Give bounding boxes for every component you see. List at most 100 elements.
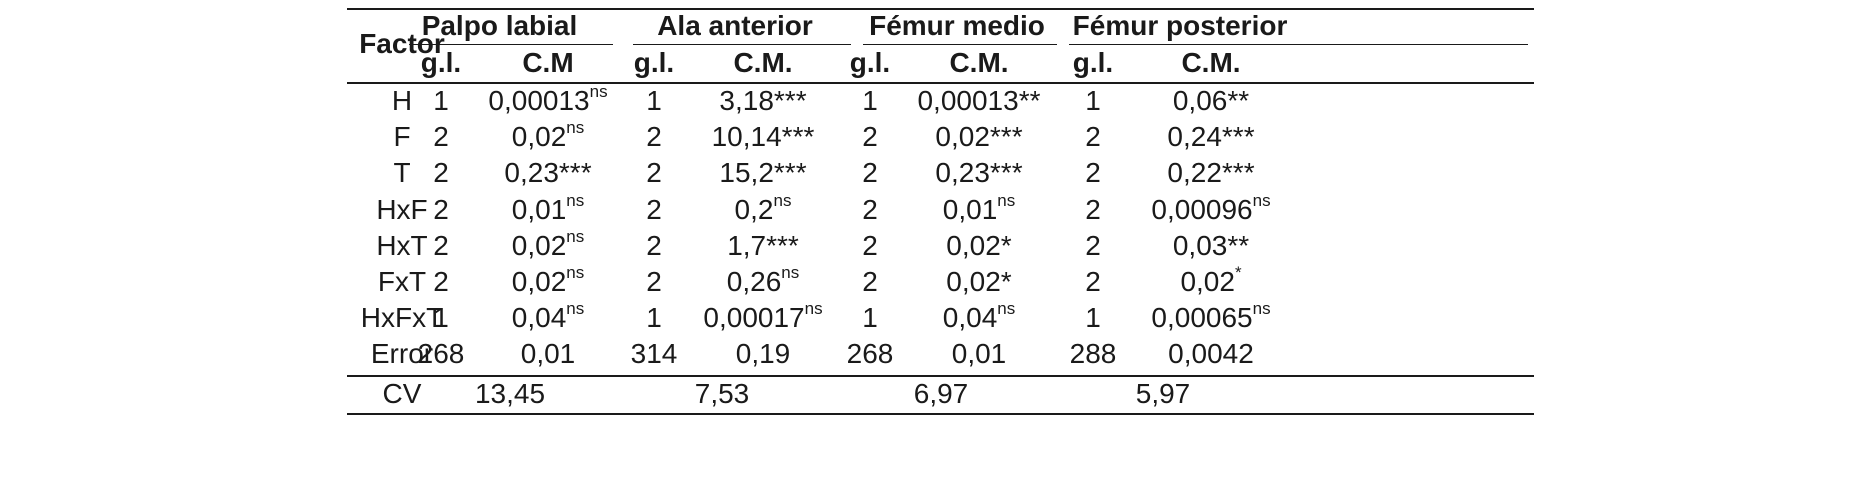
cm-cell: 0,00013** bbox=[894, 83, 1064, 119]
group-header: Fémur posterior bbox=[1070, 8, 1290, 44]
cm-cell-text: 0,00013 bbox=[488, 85, 590, 117]
cm-cell: 0,02 ns bbox=[463, 227, 633, 264]
cm-cell: 0,02*** bbox=[894, 119, 1064, 155]
factor-cell: T bbox=[347, 155, 457, 191]
factor-cell: Error bbox=[347, 336, 457, 372]
gl-cell: 2 bbox=[830, 119, 910, 155]
cm-cell: 0,02 ns bbox=[463, 118, 633, 155]
significance-mark: ns bbox=[566, 263, 585, 283]
cm-cell: 0,00065 ns bbox=[1126, 299, 1296, 336]
group-header-text: Ala anterior bbox=[657, 10, 813, 41]
cm-cell-text: 0,02 bbox=[511, 121, 567, 153]
gl-cell-text: 2 bbox=[646, 157, 662, 189]
header-rule bbox=[347, 82, 1534, 84]
cv-rule bbox=[347, 374, 1534, 377]
cm-cell: 0,04 ns bbox=[463, 299, 633, 336]
gl-cell: 1 bbox=[614, 300, 694, 336]
gl-cell: 2 bbox=[1053, 228, 1133, 264]
factor-cell: FxT bbox=[347, 264, 457, 300]
table-row: T 2 0,23*** 2 15,2*** 2 0,23*** 2 0,22*** bbox=[347, 155, 1534, 191]
gl-cell: 2 bbox=[830, 264, 910, 300]
cm-cell: 15,2*** bbox=[678, 155, 848, 191]
factor-cell: HxT bbox=[347, 228, 457, 264]
table-row: HxT 2 0,02 ns 2 1,7*** 2 0,02* 2 0,03** bbox=[347, 227, 1534, 264]
gl-cell-text: 2 bbox=[433, 157, 449, 189]
cm-cell: 0,2 ns bbox=[678, 190, 848, 228]
cm-cell: 0,02* bbox=[894, 264, 1064, 300]
gl-cell-text: 2 bbox=[1085, 229, 1101, 261]
group-underline bbox=[409, 44, 613, 45]
cm-cell: 3,18*** bbox=[678, 83, 848, 119]
significance-mark: ns bbox=[773, 190, 792, 210]
significance-mark: ns bbox=[589, 82, 608, 102]
group-header: Fémur medio bbox=[847, 8, 1067, 44]
top-rule bbox=[347, 8, 1534, 10]
cm-cell-text: 0,2 bbox=[734, 193, 774, 225]
gl-cell: 2 bbox=[401, 119, 481, 155]
cm-cell-text: 0,23*** bbox=[935, 157, 1023, 189]
group-header: Ala anterior bbox=[625, 8, 845, 44]
table-row: HxF 2 0,01 ns 2 0,2 ns 2 0,01 ns 2 0,00096 ns bbox=[347, 190, 1534, 228]
factor-header: Factor bbox=[347, 8, 457, 80]
gl-cell: 1 bbox=[401, 300, 481, 336]
table-row: H 1 0,00013 ns 1 3,18*** 1 0,00013** 1 0,06** bbox=[347, 82, 1534, 119]
cm-cell-text: 0,04 bbox=[511, 302, 567, 334]
cm-cell-text: 0,22*** bbox=[1167, 157, 1255, 189]
gl-cell: 268 bbox=[401, 336, 481, 372]
factor-cell: F bbox=[347, 119, 457, 155]
gl-cell-text: 1 bbox=[646, 302, 662, 334]
group-header-text: Palpo labial bbox=[421, 10, 578, 41]
cm-cell-text: 0,02 bbox=[1180, 266, 1235, 298]
factor-cell-text: HxFxT bbox=[360, 302, 444, 334]
gl-cell: 2 bbox=[614, 192, 694, 228]
factor-cell-text: Error bbox=[370, 338, 434, 370]
gl-cell-text: 2 bbox=[433, 229, 449, 261]
gl-cell: 268 bbox=[830, 336, 910, 372]
gl-cell-text: 2 bbox=[646, 193, 662, 225]
cm-header: C.M. bbox=[1136, 44, 1286, 82]
cm-cell: 0,01 ns bbox=[463, 191, 633, 228]
gl-cell-text: 2 bbox=[862, 266, 878, 298]
header-sub-row: g.l. C.M g.l. C.M. g.l. C.M. g.l. C.M. bbox=[347, 44, 1534, 82]
gl-header-text: g.l. bbox=[420, 47, 462, 78]
group-header: Palpo labial bbox=[390, 8, 610, 44]
cm-header: C.M. bbox=[688, 44, 838, 82]
cm-cell: 1,7*** bbox=[678, 228, 848, 264]
gl-cell-text: 1 bbox=[862, 302, 878, 334]
cm-header-text: C.M. bbox=[949, 47, 1009, 78]
cm-cell: 0,01 ns bbox=[894, 191, 1064, 228]
cv-value: 7,53 bbox=[652, 376, 792, 412]
factor-cell: HxFxT bbox=[347, 300, 457, 336]
table-row: HxFxT 1 0,04 ns 1 0,00017 ns 1 0,04 ns 1 0,00065 ns bbox=[347, 299, 1534, 336]
cm-cell-text: 0,03** bbox=[1172, 229, 1250, 261]
cm-cell: 0,02 ns bbox=[463, 263, 633, 300]
gl-cell: 2 bbox=[1053, 192, 1133, 228]
factor-cell-text: HxF bbox=[376, 193, 428, 225]
gl-cell: 1 bbox=[830, 300, 910, 336]
cm-header-text: C.M. bbox=[1181, 47, 1241, 78]
gl-header-text: g.l. bbox=[1072, 47, 1114, 78]
cm-cell-text: 0,04 bbox=[942, 302, 998, 334]
gl-cell-text: 314 bbox=[630, 338, 678, 370]
factor-cell-text: HxT bbox=[376, 229, 428, 261]
gl-cell: 2 bbox=[830, 192, 910, 228]
cv-value-text: 7,53 bbox=[694, 377, 750, 409]
cm-cell: 10,14*** bbox=[678, 119, 848, 155]
gl-header: g.l. bbox=[830, 44, 910, 82]
group-underline bbox=[1069, 44, 1528, 45]
table-row: Error 268 0,01 314 0,19 268 0,01 288 0,0042 bbox=[347, 336, 1534, 372]
gl-cell: 314 bbox=[614, 336, 694, 372]
gl-cell-text: 2 bbox=[1085, 266, 1101, 298]
gl-cell-text: 1 bbox=[862, 85, 878, 117]
factor-cell: HxF bbox=[347, 192, 457, 228]
cm-cell-text: 0,00013** bbox=[917, 85, 1041, 117]
cm-cell-text: 0,02 bbox=[511, 266, 567, 298]
cm-cell-text: 1,7*** bbox=[727, 229, 799, 261]
cm-cell: 0,00013 ns bbox=[463, 82, 633, 119]
cv-value: 13,45 bbox=[440, 376, 580, 412]
cm-cell: 0,26 ns bbox=[678, 263, 848, 300]
significance-mark: ns bbox=[1252, 190, 1271, 210]
gl-cell: 288 bbox=[1053, 336, 1133, 372]
table-row: FxT 2 0,02 ns 2 0,26 ns 2 0,02* 2 0,02 * bbox=[347, 263, 1534, 300]
gl-cell-text: 2 bbox=[1085, 157, 1101, 189]
